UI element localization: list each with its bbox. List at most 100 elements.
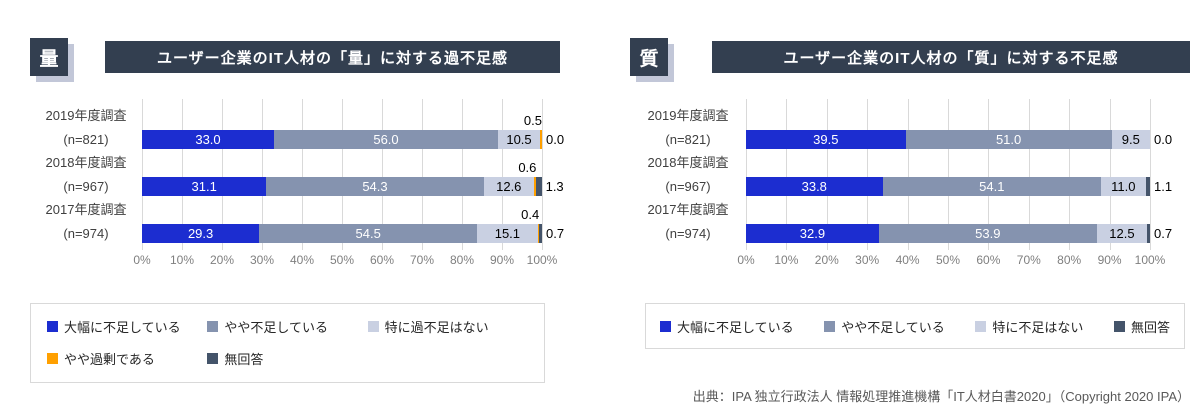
legend-item: 無回答 <box>207 349 367 368</box>
row-label-n: (n=821) <box>63 131 109 147</box>
axis-tick: 90% <box>1097 253 1122 267</box>
bar-row: 2018年度調査 (n=967) 31.1 54.3 12.6 0.6 1.3 <box>30 151 564 198</box>
gridline <box>382 99 383 250</box>
bar-track: 33.8 54.1 11.0 1.1 <box>746 151 1172 198</box>
row-label-n: (n=974) <box>63 225 109 241</box>
bar-row: 2017年度調査 (n=974) 32.9 53.9 12.5 0.7 <box>630 198 1190 245</box>
gridline <box>786 99 788 250</box>
value-label-outside: 0.7 <box>1154 226 1173 241</box>
bar-track: 32.9 53.9 12.5 0.7 <box>746 198 1172 245</box>
bar-strip: 29.3 54.5 15.1 <box>142 224 542 243</box>
value-label-outside: 1.1 <box>1154 179 1173 194</box>
gridline <box>222 99 223 250</box>
legend-label: 特に不足はない <box>992 319 1084 335</box>
axis-tick: 50% <box>329 253 355 267</box>
row-label: 2019年度調査 (n=821) <box>30 104 142 151</box>
axis-tick: 70% <box>409 253 435 267</box>
gridline <box>302 99 303 250</box>
row-label: 2018年度調査 (n=967) <box>630 151 746 198</box>
value-label-above: 0.6 <box>518 160 537 175</box>
bar-segment: 33.8 <box>746 177 883 196</box>
legend-item: 無回答 <box>1113 317 1170 336</box>
bar-segment: 32.9 <box>746 224 879 243</box>
gridline <box>502 99 503 250</box>
bar-segment: 12.5 <box>1096 224 1148 243</box>
legend-label: やや過剰である <box>64 352 155 367</box>
value-label-outside: 1.3 <box>545 179 564 194</box>
axis-tick: 100% <box>526 253 558 267</box>
axis-tick: 10% <box>774 253 799 267</box>
row-label-n: (n=821) <box>665 131 711 147</box>
gridline <box>1028 99 1030 250</box>
axis-tick: 20% <box>209 253 235 267</box>
chart-legend: 大幅に不足している やや不足している 特に不足はない 無回答 <box>645 303 1185 349</box>
source-note: 出典：IPA 独立行政法人 情報処理推進機構「IT人材白書2020」（Copyr… <box>692 389 1190 404</box>
axis-tick: 0% <box>737 253 755 267</box>
row-label-n: (n=974) <box>665 225 711 241</box>
chart-x-axis: 0% 10% 20% 30% 40% 50% 60% 70% 80% 90% 100% <box>133 253 557 271</box>
gridline <box>826 99 828 250</box>
axis-tick: 100% <box>1134 253 1166 267</box>
bar-segment: 29.3 <box>142 224 260 243</box>
bar-segment <box>539 224 542 243</box>
bar-row: 2017年度調査 (n=974) 29.3 54.5 15.1 0.4 0.7 <box>30 198 564 245</box>
bar-segment <box>533 177 537 196</box>
bar-segment <box>536 177 542 196</box>
bar-segment <box>540 130 542 149</box>
gridline <box>142 99 143 250</box>
quality-badge: 質 <box>630 38 668 76</box>
chart-body: 2019年度調査 (n=821) 33.0 56.0 10.5 0.5 0.0 2018年度調… <box>30 99 564 271</box>
axis-tick: 90% <box>489 253 515 267</box>
bar-strip: 33.8 54.1 11.0 <box>746 177 1150 196</box>
bar-track: 39.5 51.0 9.5 0.0 <box>746 104 1172 151</box>
bar-segment: 51.0 <box>905 130 1112 149</box>
quantity-badge: 量 <box>30 38 68 76</box>
chart-title: ユーザー企業のIT人材の「質」に対する不足感 <box>712 41 1190 73</box>
row-label: 2018年度調査 (n=967) <box>30 151 142 198</box>
row-label-year: 2017年度調査 <box>45 202 127 218</box>
chart-gridlines <box>142 99 543 250</box>
legend-swatch <box>975 320 987 332</box>
row-label-year: 2019年度調査 <box>45 108 127 124</box>
bar-strip: 33.0 56.0 10.5 <box>142 130 542 149</box>
bar-segment <box>537 224 540 243</box>
gridline <box>1150 99 1151 250</box>
gridline <box>867 99 869 250</box>
row-label-year: 2017年度調査 <box>647 202 729 218</box>
chart-body: 2019年度調査 (n=821) 39.5 51.0 9.5 0.0 2018年度調査 (n=… <box>630 99 1190 271</box>
bar-strip: 39.5 51.0 9.5 <box>746 130 1150 149</box>
legend-label: やや不足している <box>841 319 945 335</box>
legend-item: 大幅に不足している <box>47 317 207 336</box>
row-label-year: 2018年度調査 <box>45 155 127 171</box>
chart-rows: 2019年度調査 (n=821) 33.0 56.0 10.5 0.5 0.0 2018年度調… <box>30 104 564 245</box>
legend-item: やや不足している <box>207 317 367 336</box>
gridline <box>948 99 949 250</box>
bar-strip: 31.1 54.3 12.6 <box>142 177 542 196</box>
gridline <box>1109 99 1111 250</box>
axis-tick: 20% <box>814 253 839 267</box>
legend-label: やや不足している <box>224 320 328 335</box>
axis-tick: 50% <box>935 253 961 267</box>
gridline <box>462 99 463 250</box>
row-label-n: (n=967) <box>665 178 711 194</box>
row-label-year: 2018年度調査 <box>647 155 729 171</box>
legend-label: 特に過不足はない <box>384 320 489 335</box>
bar-row: 2018年度調査 (n=967) 33.8 54.1 11.0 1.1 <box>630 151 1190 198</box>
bar-segment: 33.0 <box>142 130 274 149</box>
row-label: 2017年度調査 (n=974) <box>630 198 746 245</box>
chart-panel-quantity: 量 ユーザー企業のIT人材の「量」に対する過不足感 2019年度調査 (n=821… <box>30 38 564 383</box>
bar-track: 31.1 54.3 12.6 0.6 1.3 <box>142 151 564 198</box>
legend-item: 特に過不足はない <box>367 317 528 336</box>
bar-row: 2019年度調査 (n=821) 39.5 51.0 9.5 0.0 <box>630 104 1190 151</box>
bar-segment: 54.1 <box>882 177 1102 196</box>
value-label-above: 0.4 <box>521 207 540 222</box>
legend-label: 大幅に不足している <box>677 319 794 335</box>
legend-swatch <box>47 353 58 364</box>
axis-tick: 0% <box>133 253 151 267</box>
gridline <box>182 99 183 250</box>
axis-tick: 60% <box>369 253 395 267</box>
value-label-outside: 0.0 <box>1154 132 1173 147</box>
bar-segment: 56.0 <box>274 130 498 149</box>
bar-segment: 12.6 <box>483 177 534 196</box>
legend-swatch <box>207 321 219 332</box>
